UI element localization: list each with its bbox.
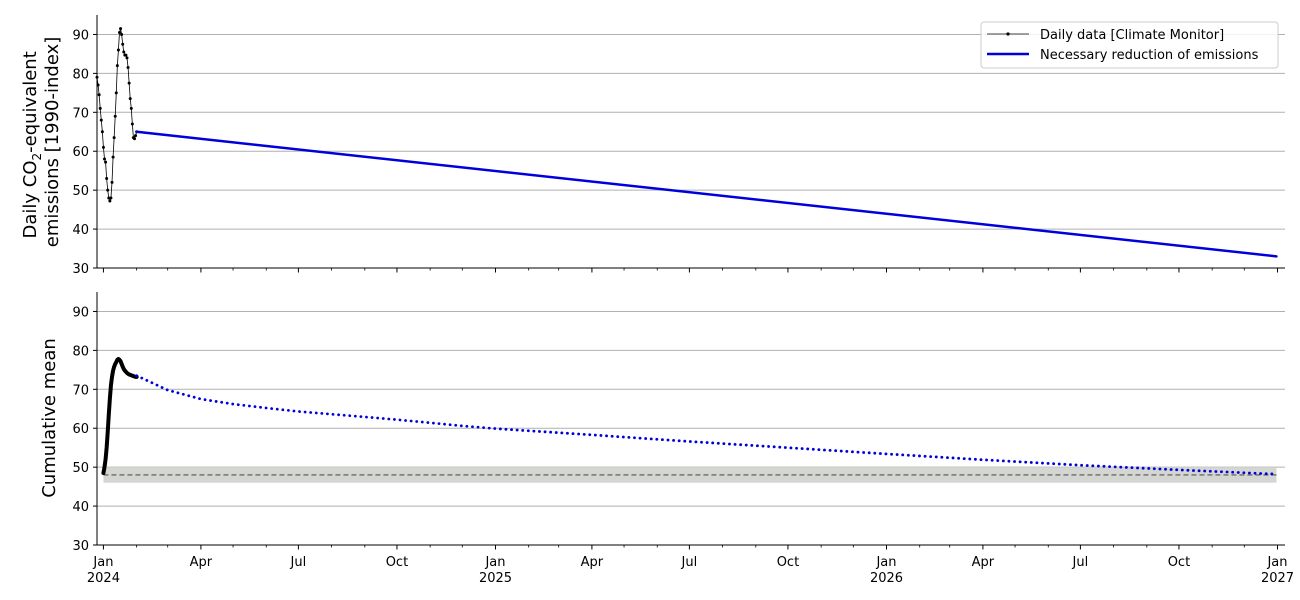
x-tick-year-label: 2024: [87, 571, 120, 586]
y-tick-label: 80: [72, 67, 89, 82]
y-tick-label: 30: [72, 539, 89, 554]
x-tick-year-label: 2027: [1261, 571, 1294, 586]
bottom-series: [101, 356, 1278, 476]
data-point: [117, 31, 121, 35]
data-point: [99, 118, 103, 122]
data-point: [128, 97, 132, 101]
data-point: [100, 130, 104, 134]
data-point: [112, 136, 116, 140]
data-point: [115, 64, 119, 68]
y-tick-label: 60: [72, 145, 89, 160]
y-tick-label: 90: [72, 305, 89, 320]
x-tick-label: Jan: [1266, 555, 1287, 570]
series-line-1-0: [101, 356, 139, 475]
top-y-axis-label: Daily CO2-equivalent emissions [1990-ind…: [20, 37, 63, 247]
data-point: [119, 27, 123, 31]
series-line-1-1: [135, 374, 1278, 476]
y-tick-label: 70: [72, 383, 89, 398]
top-panel: 30 40 50 60 70 80 90 Daily CO2-equivalent emis…: [20, 15, 1285, 277]
y-tick-label: 40: [72, 500, 89, 515]
data-point: [126, 66, 130, 70]
y-tick-label: 80: [72, 344, 89, 359]
ylabel-line1b: -equivalent: [20, 51, 41, 153]
data-point: [110, 180, 114, 184]
x-tick-label: Apr: [190, 555, 213, 570]
y-tick-label: 60: [72, 422, 89, 437]
data-point: [114, 91, 118, 95]
y-tick-label: 50: [72, 461, 89, 476]
legend-label-reduction: Necessary reduction of emissions: [1040, 48, 1259, 63]
legend-marker-daily: [1006, 32, 1010, 36]
ylabel-line2: emissions [1990-index]: [42, 37, 63, 247]
data-point: [122, 50, 126, 54]
x-tick-label: Jan: [484, 555, 505, 570]
data-point: [108, 199, 112, 203]
data-point: [101, 145, 105, 149]
data-point: [124, 53, 128, 57]
data-point: [113, 114, 117, 118]
data-point: [97, 93, 101, 97]
y-tick-label: 30: [72, 262, 89, 277]
data-point: [132, 137, 136, 141]
data-point: [106, 188, 110, 192]
data-point: [116, 48, 120, 52]
data-point: [127, 81, 131, 85]
bottom-y-ticks: 30 40 50 60 70 80 90: [72, 305, 97, 554]
data-point: [104, 160, 108, 164]
ylabel-subscript: 2: [30, 153, 44, 161]
x-tick-label: Oct: [1168, 555, 1190, 570]
ylabel-line1a: Daily CO: [20, 161, 41, 239]
x-tick-label: Jul: [681, 555, 698, 570]
data-point: [107, 196, 111, 200]
top-x-ticks: [102, 268, 1279, 273]
y-tick-label: 40: [72, 223, 89, 238]
legend: Daily data [Climate Monitor] Necessary r…: [980, 21, 1279, 69]
bottom-gridlines: [97, 310, 1285, 507]
data-point: [109, 196, 113, 200]
x-tick-year-label: 2025: [479, 571, 512, 586]
x-tick-year-label: 2026: [870, 571, 903, 586]
series-line-0-0: [96, 28, 138, 202]
data-point: [121, 42, 125, 46]
bottom-target-band: [103, 467, 1277, 483]
top-gridlines: [97, 33, 1285, 230]
series-line-0-1: [135, 130, 1278, 258]
legend-label-daily: Daily data [Climate Monitor]: [1040, 28, 1224, 43]
x-tick-label: Oct: [777, 555, 799, 570]
data-point: [120, 32, 124, 36]
data-point: [130, 122, 134, 126]
top-series: [95, 27, 1278, 258]
top-y-ticks: 30 40 50 60 70 80 90: [72, 28, 97, 277]
x-tick-label: Jul: [1072, 555, 1089, 570]
x-tick-label: Oct: [386, 555, 408, 570]
x-tick-label: Jan: [875, 555, 896, 570]
x-tick-label: Apr: [972, 555, 995, 570]
data-point: [134, 134, 138, 138]
data-point: [111, 155, 115, 159]
data-point: [102, 157, 106, 161]
x-tick-label: Jul: [290, 555, 307, 570]
data-point: [125, 56, 129, 60]
x-tick-label: Apr: [581, 555, 604, 570]
y-tick-label: 50: [72, 184, 89, 199]
bottom-y-axis-label: Cumulative mean: [39, 338, 60, 498]
data-point: [129, 106, 133, 110]
bottom-axes: [96, 292, 1285, 546]
top-axes: [96, 15, 1285, 269]
legend-box: [980, 21, 1279, 69]
data-point: [105, 176, 109, 180]
data-point: [98, 106, 102, 110]
y-tick-label: 70: [72, 106, 89, 121]
y-tick-label: 90: [72, 28, 89, 43]
x-tick-label: Jan: [92, 555, 113, 570]
